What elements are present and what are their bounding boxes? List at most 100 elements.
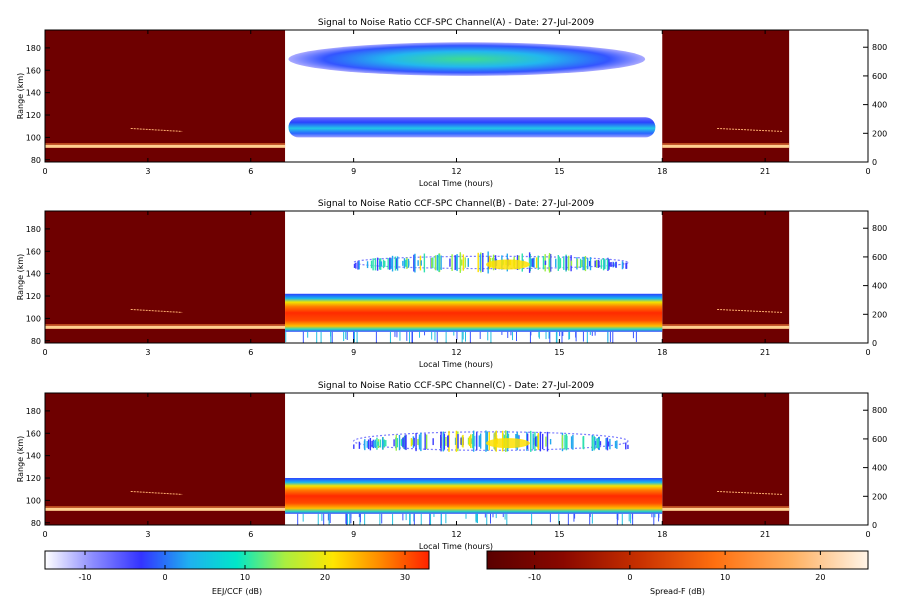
y-tick-label: 80 [31,337,41,346]
spread-f-night-block [45,393,286,525]
x-tick-label: 18 [657,530,667,539]
upper-echo-outline [353,431,629,451]
y2-tick-label: 0 [872,158,877,167]
spread-f-night-block [45,30,286,162]
colorbar-tick-label: 20 [320,573,330,582]
night-echo-trace-halo [45,506,286,508]
night-echo-trace [662,144,790,148]
colorbar-tick-label: 20 [815,573,825,582]
x-tick-label: 15 [554,530,564,539]
x-tick-label: 9 [351,530,356,539]
x-axis-label: Local Time (hours) [419,542,493,551]
night-secondary-echo [717,490,783,495]
y-tick-label: 140 [26,452,41,461]
x-tick-label: 3 [145,167,150,176]
night-echo-trace-halo [662,324,790,326]
night-secondary-echo [717,127,783,132]
upper-echo-peak [485,438,530,449]
y-tick-label: 180 [26,407,41,416]
chart-panel: 0 3 6 9 12 15 18 21 0801001201401601800200400600… [16,199,887,369]
x-tick-label: 0 [42,348,47,357]
eej-colorbar: -10 0 10 20 30 EEJ/CCF (dB) [44,550,430,596]
upper-echo-outline [353,255,629,270]
y-tick-label: 80 [31,519,41,528]
eej-layer [285,478,663,514]
y-tick-label: 100 [26,133,41,142]
x-tick-label: 21 [760,348,770,357]
y-tick-label: 100 [26,496,41,505]
y2-tick-label: 200 [872,129,887,138]
x-tick-label: 9 [351,348,356,357]
colorbar-tick-label: 10 [720,573,730,582]
night-echo-trace [45,507,286,511]
y-tick-label: 160 [26,66,41,75]
x-tick-label: 18 [657,348,667,357]
y2-tick-label: 0 [872,521,877,530]
night-echo-trace [45,325,286,329]
x-tick-label: 21 [760,530,770,539]
y2-tick-label: 200 [872,492,887,501]
y-tick-label: 180 [26,44,41,53]
x-axis-label: Local Time (hours) [419,360,493,369]
plot-area [45,30,790,162]
night-secondary-echo [130,127,183,132]
night-secondary-echo [717,308,783,313]
x-tick-label: 12 [451,167,461,176]
y-axis-label: Range (km) [16,73,25,120]
x-tick-label: 3 [145,348,150,357]
x-tick-label: 9 [351,167,356,176]
eej-layer [285,293,663,332]
x-tick-label: 15 [554,348,564,357]
chart-title: Signal to Noise Ratio CCF-SPC Channel(B)… [318,199,594,209]
x-tick-label: 15 [554,167,564,176]
x-tick-label: 0 [865,348,870,357]
y2-tick-label: 600 [872,253,887,262]
y2-tick-label: 400 [872,464,887,473]
night-secondary-echo [130,308,183,313]
plot-area [45,393,790,525]
chart-title: Signal to Noise Ratio CCF-SPC Channel(A)… [318,18,594,28]
x-tick-label: 6 [248,530,253,539]
y-tick-label: 140 [26,89,41,98]
x-tick-label: 12 [451,530,461,539]
spread-f-colorbar: -10 0 10 20 Spread-F (dB) [486,550,869,596]
upper-echo-layer [288,42,646,76]
night-echo-trace-halo [45,143,286,145]
y2-tick-label: 800 [872,43,887,52]
plot-area [45,211,790,343]
y2-tick-label: 200 [872,310,887,319]
x-tick-label: 6 [248,167,253,176]
colorbar-tick-label: 0 [162,573,167,582]
x-tick-label: 0 [865,167,870,176]
y-tick-label: 180 [26,225,41,234]
eej-layer [288,117,656,138]
x-tick-label: 0 [42,530,47,539]
y-tick-label: 120 [26,474,41,483]
y2-tick-label: 600 [872,72,887,81]
colorbar-tick-label: -10 [78,573,91,582]
spread-f-night-block [45,211,286,343]
y-axis-label: Range (km) [16,254,25,301]
night-echo-trace-halo [45,324,286,326]
colorbar-tick-label: -10 [528,573,541,582]
x-tick-label: 0 [42,167,47,176]
upper-echo-peak [485,259,530,270]
colorbar-tick-label: 0 [627,573,632,582]
night-echo-trace-halo [662,143,790,145]
x-tick-label: 0 [865,530,870,539]
colorbar-label: Spread-F (dB) [650,587,705,596]
x-tick-label: 12 [451,348,461,357]
spread-f-night-block [662,211,790,343]
y2-tick-label: 800 [872,224,887,233]
night-echo-trace [662,325,790,329]
night-echo-trace [662,507,790,511]
y-tick-label: 120 [26,292,41,301]
spread-f-night-block [662,30,790,162]
x-tick-label: 21 [760,167,770,176]
colorbar-gradient [486,550,869,570]
y-tick-label: 160 [26,247,41,256]
y2-tick-label: 800 [872,406,887,415]
spread-f-night-block [662,393,790,525]
x-tick-label: 6 [248,348,253,357]
